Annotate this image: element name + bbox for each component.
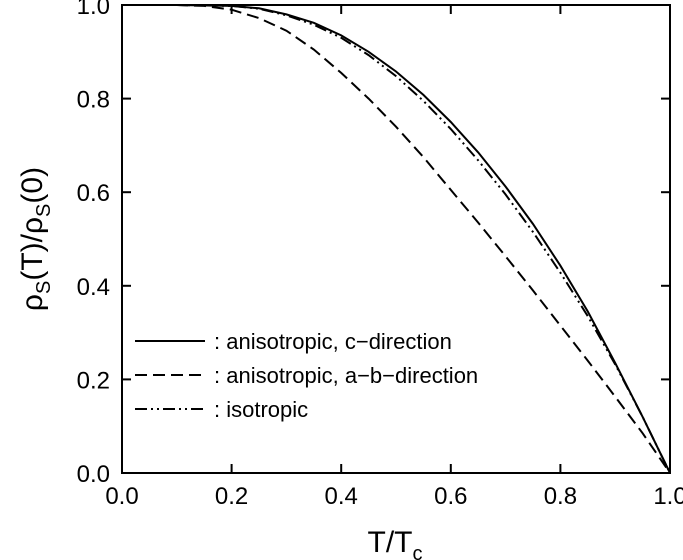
x-tick-label: 0.6 [434,483,467,510]
legend: : anisotropic, c−direction : anisotropic,… [135,329,478,422]
x-tick-label: 1.0 [653,483,683,510]
y-tick-label: 0.4 [77,274,110,301]
legend-label-2: : anisotropic, a−b−direction [214,363,478,388]
legend-label-1: : anisotropic, c−direction [214,329,452,354]
legend-label-3: : isotropic [214,397,308,422]
x-axis-label: T/Tc [368,526,423,560]
y-tick-label: 1.0 [77,0,110,20]
y-tick-label: 0.2 [77,367,110,394]
plot-frame [121,4,671,474]
series-line-2 [122,4,671,474]
y-tick-label: 0.8 [77,87,110,114]
series-line-1 [122,4,671,474]
x-tick-label: 0.0 [105,483,138,510]
series-line-3 [122,4,671,474]
y-tick-label: 0.6 [77,180,110,207]
y-tick-label: 0.0 [77,461,110,488]
y-axis-label: ρS(T)/ρS(0) [16,167,55,311]
axis-ticks: 0.0 0.2 0.4 0.6 0.8 1.0 0.0 0.2 0.4 0.6 0.8 1.0 [77,0,683,510]
x-tick-label: 0.2 [215,483,248,510]
x-tick-label: 0.8 [544,483,577,510]
series-group [122,4,671,474]
x-tick-label: 0.4 [325,483,358,510]
